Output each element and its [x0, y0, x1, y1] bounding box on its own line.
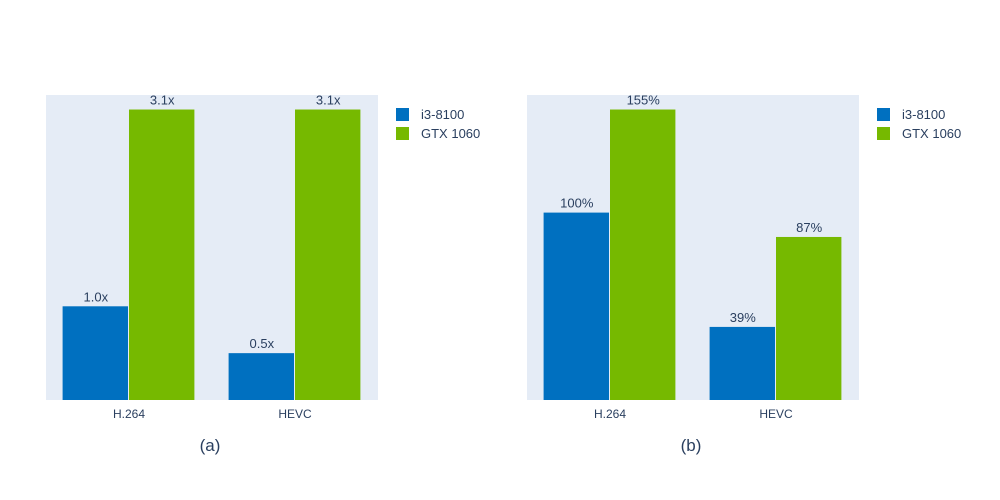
x-tick-label: HEVC: [759, 407, 793, 421]
legend-swatch: [396, 127, 409, 140]
x-tick-label: HEVC: [278, 407, 312, 421]
data-label: 1.0x: [84, 289, 109, 304]
bar-i3-8100-hevc: [228, 353, 294, 400]
legend-label: GTX 1060: [902, 126, 961, 141]
legend-swatch: [396, 108, 409, 121]
bar-gtx-1060-hevc: [776, 236, 842, 400]
bar-gtx-1060-hevc: [295, 109, 361, 401]
bar-i3-8100-hevc: [709, 326, 775, 400]
data-label: 87%: [796, 220, 822, 235]
chart-caption: (a): [200, 436, 221, 455]
bar-gtx-1060-h264: [610, 109, 676, 401]
data-label: 3.1x: [316, 93, 341, 108]
data-label: 39%: [730, 310, 756, 325]
data-label: 100%: [560, 196, 594, 211]
data-label: 155%: [627, 93, 661, 108]
legend-label: i3-8100: [421, 107, 464, 122]
legend-swatch: [877, 127, 890, 140]
bar-i3-8100-h264: [62, 306, 128, 400]
data-label: 3.1x: [150, 93, 175, 108]
data-label: 0.5x: [250, 336, 275, 351]
legend-label: GTX 1060: [421, 126, 480, 141]
bar-i3-8100-h264: [543, 212, 609, 400]
legend-swatch: [877, 108, 890, 121]
bar-gtx-1060-h264: [129, 109, 195, 401]
x-tick-label: H.264: [113, 407, 145, 421]
legend-label: i3-8100: [902, 107, 945, 122]
chart-panel-b: 100% 155% H.264 39% 87% HEVC i3-8100 GTX 1060 (b…: [527, 93, 961, 455]
x-tick-label: H.264: [594, 407, 626, 421]
chart-panel-a: 1.0x 3.1x H.264 0.5x 3.1x HEVC i3-8100 GTX 1060…: [46, 93, 480, 455]
chart-caption: (b): [681, 436, 702, 455]
